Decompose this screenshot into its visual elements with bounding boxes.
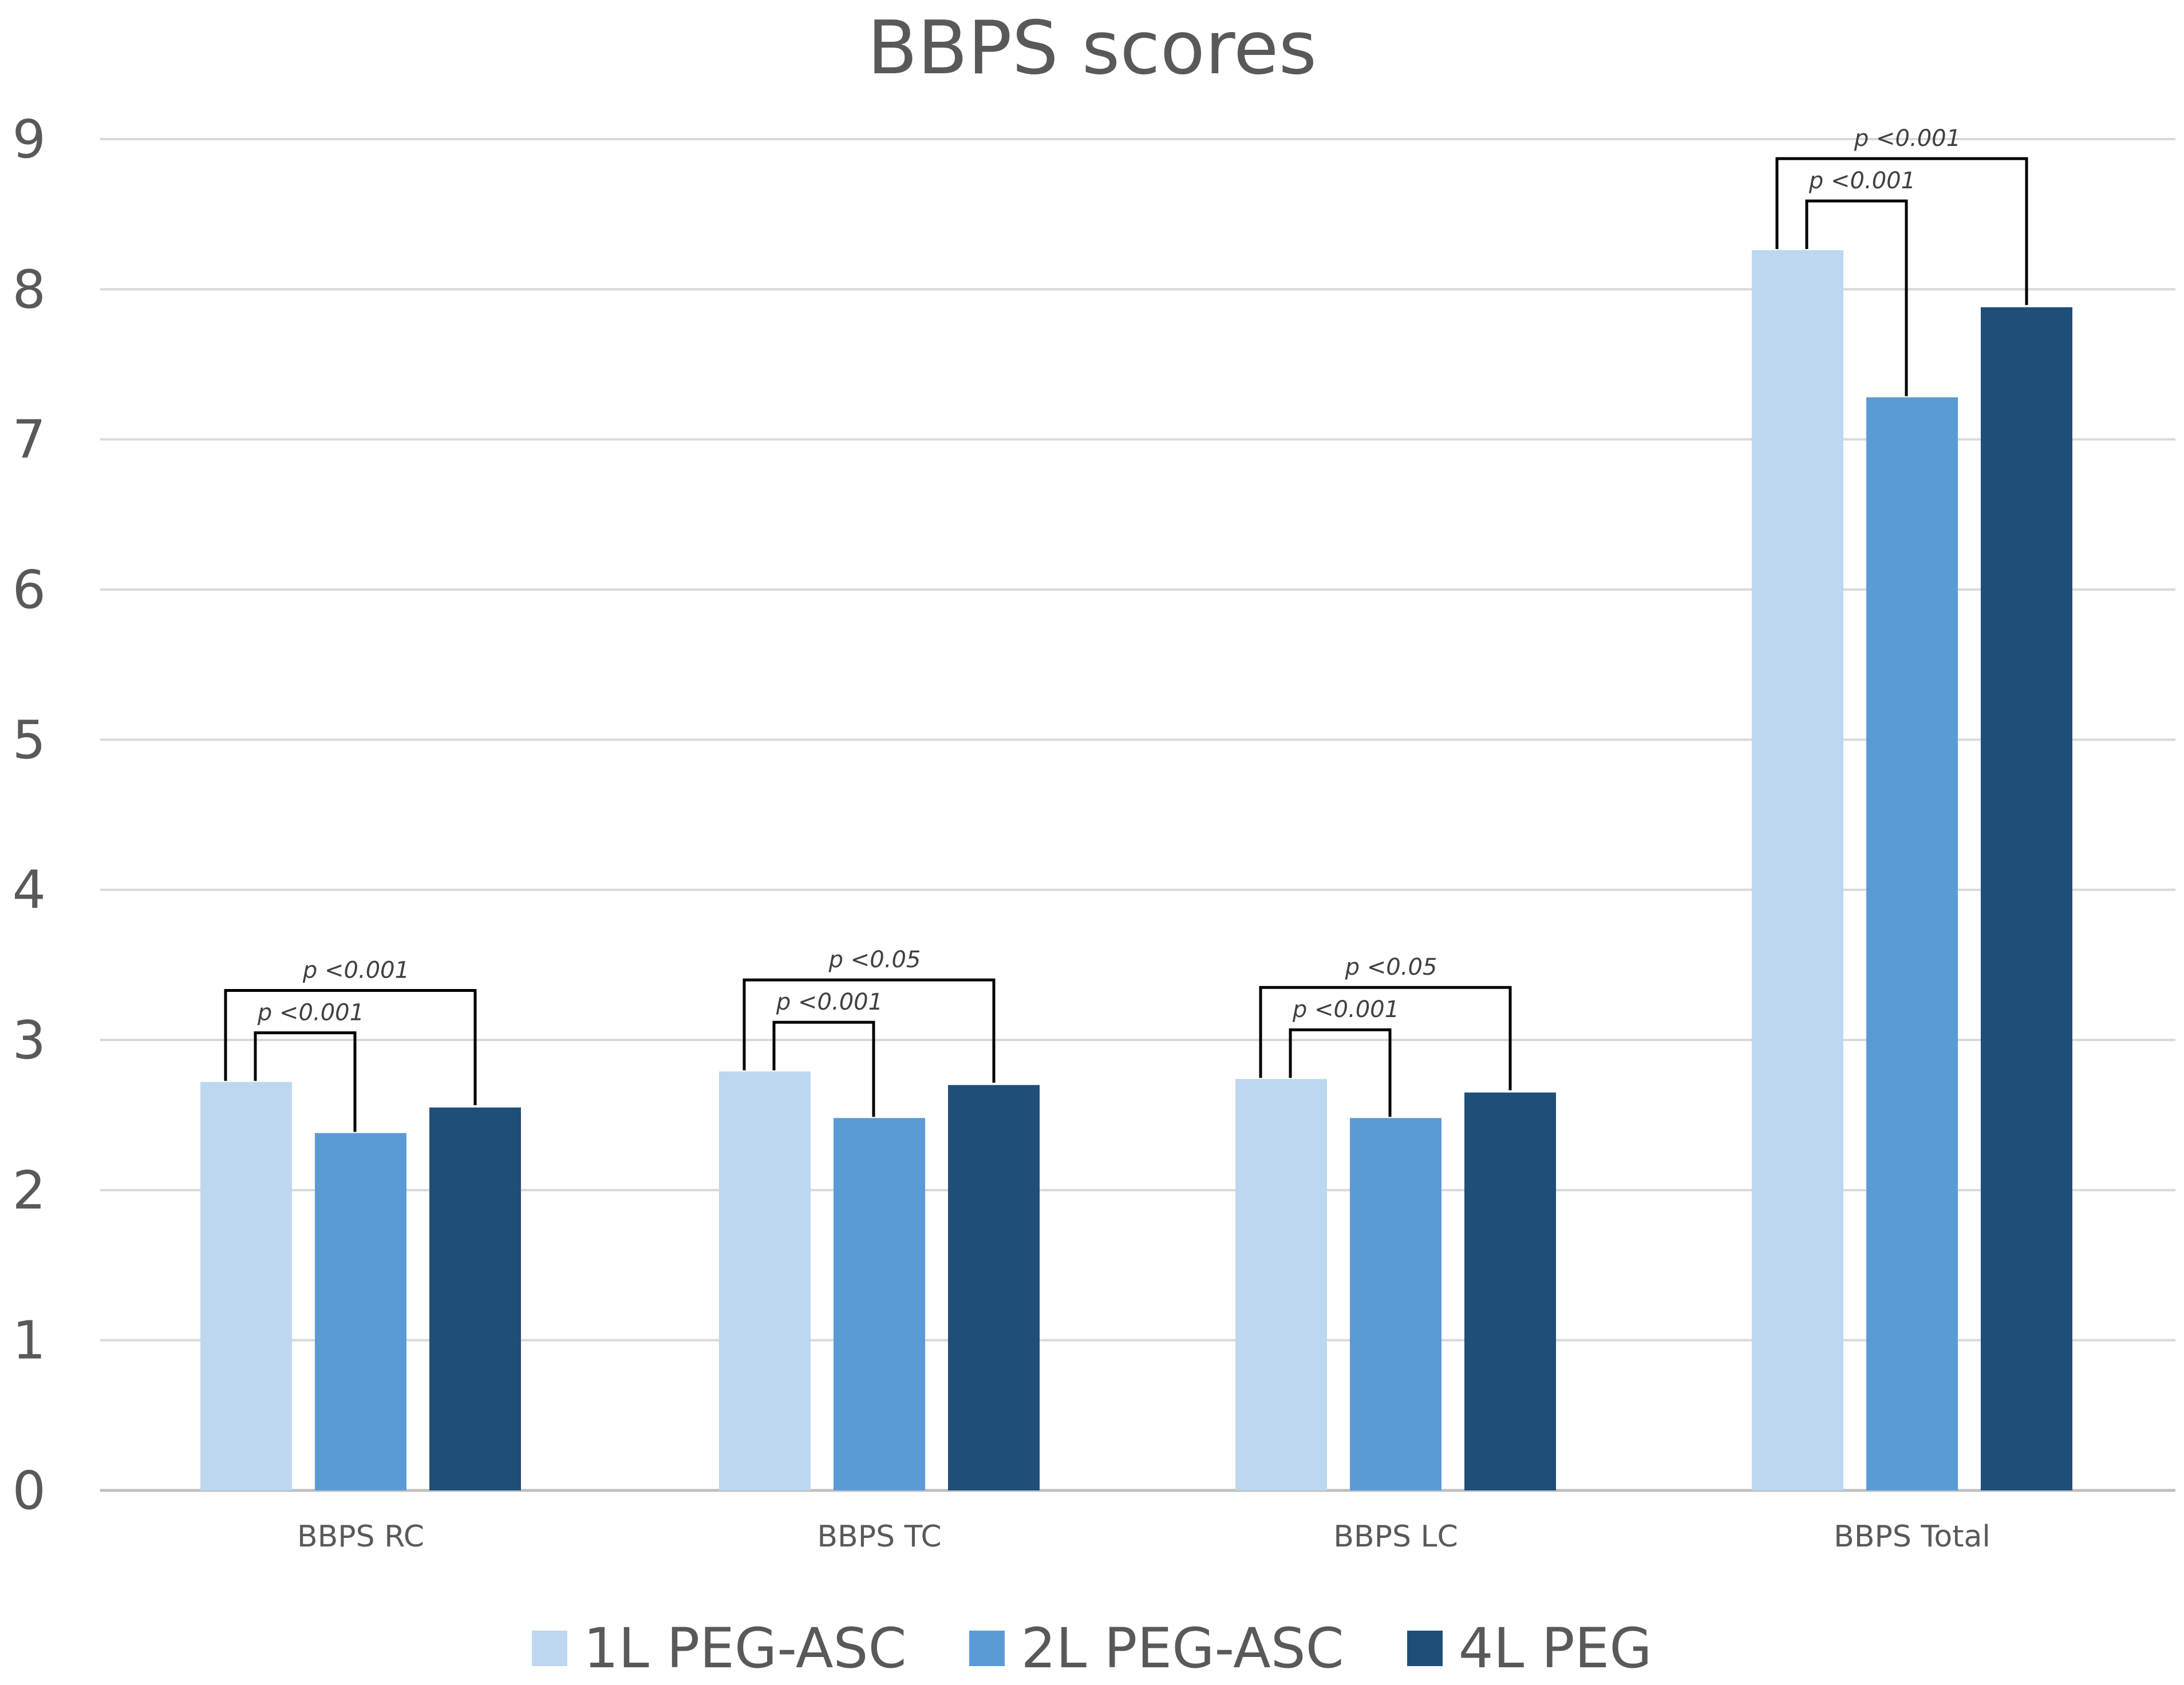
y-tick-label-2: 2 xyxy=(12,1160,46,1221)
bar-bbps-lc-1l-peg-asc xyxy=(1235,1079,1327,1490)
x-tick-label-bbps-rc: BBPS RC xyxy=(297,1520,424,1554)
legend-swatch-4l-peg xyxy=(1407,1631,1443,1666)
significance-label-1: p <0.001 xyxy=(302,957,409,983)
significance-label-5: p <0.05 xyxy=(1345,954,1437,980)
chart-title: BBPS scores xyxy=(867,6,1317,91)
y-tick-label-1: 1 xyxy=(12,1310,46,1371)
bar-bbps-total-4l-peg xyxy=(1981,307,2072,1490)
significance-bracket-1 xyxy=(224,988,477,1106)
bar-bbps-total-1l-peg-asc xyxy=(1752,250,1843,1490)
legend-label-1l-peg-asc: 1L PEG-ASC xyxy=(583,1616,907,1680)
legend-item-1l-peg-asc: 1L PEG-ASC xyxy=(532,1617,906,1680)
x-tick-label-bbps-total: BBPS Total xyxy=(1834,1520,1991,1554)
significance-bracket-5 xyxy=(1259,986,1512,1090)
legend: 1L PEG-ASC 2L PEG-ASC 4L PEG xyxy=(0,1617,2184,1680)
bar-bbps-rc-1l-peg-asc xyxy=(200,1082,292,1490)
y-tick-label-8: 8 xyxy=(12,259,46,320)
y-tick-label-5: 5 xyxy=(12,709,46,770)
bar-bbps-tc-4l-peg xyxy=(948,1085,1040,1490)
legend-label-2l-peg-asc: 2L PEG-ASC xyxy=(1021,1616,1344,1680)
bar-bbps-tc-2l-peg-asc xyxy=(834,1118,925,1490)
bar-bbps-total-2l-peg-asc xyxy=(1866,397,1958,1490)
bar-bbps-tc-1l-peg-asc xyxy=(719,1071,811,1490)
y-tick-label-7: 7 xyxy=(12,409,46,470)
x-tick-label-bbps-tc: BBPS TC xyxy=(817,1520,941,1554)
significance-bracket-4 xyxy=(1289,1028,1392,1117)
bar-bbps-rc-4l-peg xyxy=(429,1107,521,1490)
legend-item-2l-peg-asc: 2L PEG-ASC xyxy=(969,1617,1344,1680)
significance-bracket-0 xyxy=(254,1031,357,1132)
x-tick-label-bbps-lc: BBPS LC xyxy=(1333,1520,1458,1554)
significance-bracket-6 xyxy=(1805,199,1908,397)
significance-label-4: p <0.001 xyxy=(1292,996,1399,1023)
y-tick-label-4: 4 xyxy=(12,860,46,921)
y-tick-label-9: 9 xyxy=(12,109,46,170)
bar-bbps-lc-4l-peg xyxy=(1464,1092,1556,1490)
legend-swatch-2l-peg-asc xyxy=(969,1631,1005,1666)
significance-label-7: p <0.001 xyxy=(1854,125,1961,152)
significance-label-2: p <0.001 xyxy=(776,989,883,1015)
bar-bbps-lc-2l-peg-asc xyxy=(1350,1118,1441,1490)
significance-label-0: p <0.001 xyxy=(257,999,364,1026)
legend-swatch-1l-peg-asc xyxy=(532,1631,568,1666)
y-tick-label-6: 6 xyxy=(12,559,46,620)
significance-bracket-2 xyxy=(772,1021,875,1117)
y-tick-label-0: 0 xyxy=(12,1460,46,1521)
significance-label-3: p <0.05 xyxy=(828,947,921,973)
significance-bracket-3 xyxy=(743,978,996,1083)
legend-item-4l-peg: 4L PEG xyxy=(1407,1617,1652,1680)
bar-bbps-rc-2l-peg-asc xyxy=(315,1133,406,1490)
significance-bracket-7 xyxy=(1775,157,2028,305)
legend-label-4l-peg: 4L PEG xyxy=(1458,1616,1652,1680)
significance-label-6: p <0.001 xyxy=(1808,168,1916,194)
y-tick-label-3: 3 xyxy=(12,1010,46,1071)
